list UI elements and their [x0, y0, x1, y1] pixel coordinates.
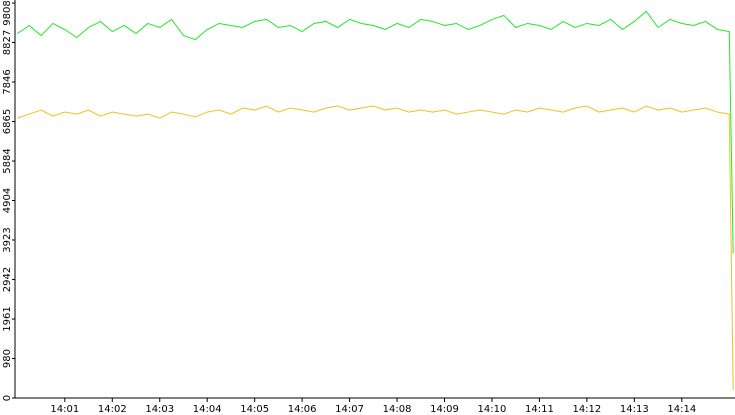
- x-tick-label: 14:10: [478, 404, 507, 415]
- y-tick-label: 8827: [2, 30, 13, 55]
- y-tick-label: 2942: [2, 267, 13, 292]
- x-tick-label: 14:08: [383, 404, 412, 415]
- y-tick-label: 5884: [2, 148, 13, 173]
- y-tick-label: 980: [2, 349, 13, 368]
- x-tick-label: 14:01: [50, 404, 79, 415]
- y-tick-label: 6865: [2, 109, 13, 134]
- series-line: [17, 10, 734, 254]
- x-tick-label: 14:03: [145, 404, 174, 415]
- y-tick-label: 9808: [2, 0, 13, 25]
- x-tick-label: 14:12: [572, 404, 601, 415]
- y-tick-label: 7846: [2, 69, 13, 94]
- x-tick-label: 14:09: [430, 404, 459, 415]
- y-tick-label: 1961: [2, 306, 13, 331]
- x-tick-label: 14:06: [288, 404, 317, 415]
- x-tick-label: 14:11: [525, 404, 554, 415]
- x-tick-label: 14:14: [667, 404, 696, 415]
- series-line: [17, 105, 734, 390]
- y-tick-label: 0: [2, 395, 13, 401]
- x-tick-label: 14:02: [98, 404, 127, 415]
- x-tick-label: 14:13: [620, 404, 649, 415]
- x-tick-label: 14:05: [240, 404, 269, 415]
- y-tick-label: 3923: [2, 227, 13, 252]
- y-tick-label: 4904: [2, 188, 13, 213]
- x-tick-label: 14:04: [193, 404, 222, 415]
- x-tick-label: 14:07: [335, 404, 364, 415]
